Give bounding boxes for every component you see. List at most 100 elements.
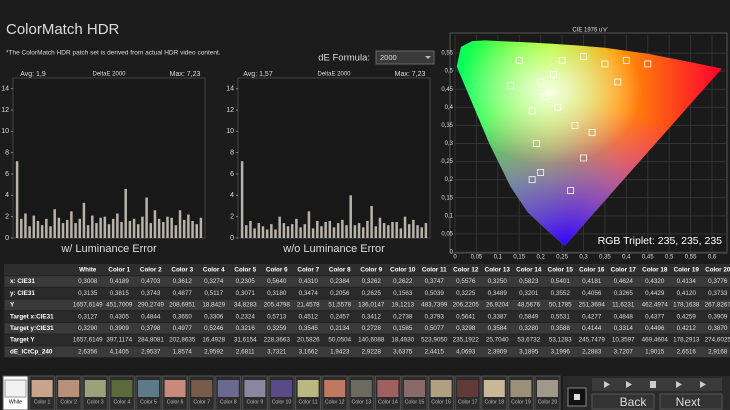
column-header: Color 15 [548, 267, 574, 274]
table-cell: 290,2749 [138, 302, 165, 309]
patch-swatch [191, 380, 213, 397]
table-cell: 0,5823 [519, 278, 539, 285]
bar [278, 216, 281, 238]
table-cell: 0,2728 [362, 325, 382, 332]
bar [15, 161, 19, 238]
table-cell: 3,1662 [299, 348, 319, 355]
patch-swatch [350, 380, 372, 397]
bar [24, 213, 27, 238]
table-cell: 53,6732 [517, 337, 540, 344]
table-cell: 0,3259 [267, 325, 287, 332]
next-label[interactable]: Next [676, 395, 701, 409]
bar [103, 216, 107, 238]
stop-icon [574, 394, 580, 400]
table-cell: 4,1405 [110, 348, 130, 355]
patch-marker [601, 60, 609, 68]
column-header: Color 7 [297, 267, 319, 274]
table-cell: 26,9204 [486, 302, 509, 309]
bar [162, 222, 165, 238]
table-cell: 0,5077 [425, 325, 445, 332]
table-cell: 0,4134 [677, 278, 697, 285]
y-tick-label: 14 [226, 86, 234, 93]
table-cell: 0,4703 [141, 278, 161, 285]
patch-marker [580, 53, 587, 61]
bar [124, 188, 127, 238]
table-cell: 0,5641 [456, 313, 476, 320]
table-cell: 0,3387 [488, 313, 508, 320]
column-header: Color 17 [611, 267, 637, 274]
table-cell: 31,6154 [234, 337, 257, 344]
y-tick-label: 0,55 [441, 51, 453, 57]
table-cell: 0,3135 [78, 290, 98, 297]
patch-label: Color 3 [87, 399, 104, 405]
table-cell: 2,9228 [362, 348, 382, 355]
patch-swatch [111, 380, 133, 397]
patch-swatch [324, 380, 346, 397]
table-cell: 18,8429 [202, 302, 225, 309]
table-cell: 0,5401 [551, 278, 571, 285]
table-cell: 2,9168 [708, 348, 728, 355]
bar [391, 222, 394, 238]
back-label[interactable]: Back [620, 395, 648, 409]
patch-swatch [164, 380, 186, 397]
y-tick-label: 0,15 [441, 195, 453, 201]
y-tick-label: 0,4 [445, 105, 454, 111]
x-tick-label: 0,6 [708, 255, 717, 261]
bar [174, 225, 178, 238]
table-cell: 0,3552 [551, 290, 571, 297]
y-tick-label: 8 [230, 150, 234, 157]
table-cell: 2,6356 [78, 348, 98, 355]
table-cell: 202,8635 [169, 337, 196, 344]
y-tick-label: 4 [5, 192, 9, 199]
bar [240, 161, 244, 238]
back-button[interactable] [591, 393, 655, 410]
formula-select[interactable] [375, 50, 435, 65]
bar [412, 219, 415, 238]
bar [145, 197, 148, 238]
table-cell: 0,4877 [173, 290, 193, 297]
table-cell: 0,3545 [299, 325, 319, 332]
table-cell: 10,3597 [612, 337, 635, 344]
note: *The ColorMatch HDR patch set is derived… [6, 50, 221, 57]
bar [120, 222, 123, 238]
max-label: Max: 7,23 [170, 71, 201, 78]
formula-value[interactable]: 2000 [380, 53, 397, 62]
table-cell: 2,6811 [236, 348, 255, 355]
patch-marker [580, 154, 587, 162]
patch-label: Color 10 [272, 399, 292, 405]
patch-marker [507, 82, 515, 90]
table-cell: 2,2883 [582, 348, 602, 355]
bar [403, 216, 407, 238]
table-cell: 0,3180 [267, 290, 287, 297]
table-cell: 208,6951 [169, 302, 196, 309]
bar [328, 220, 332, 238]
table-cell: 0,3776 [708, 278, 728, 285]
table-cell: 1657,6149 [73, 337, 103, 344]
column-header: Color 1 [108, 267, 130, 274]
bar [257, 223, 261, 238]
bar [382, 223, 386, 238]
chart-title: w/o Luminance Error [282, 243, 385, 255]
bar [182, 219, 186, 238]
table-cell: 0,3412 [362, 313, 382, 320]
table-cell: 0,3071 [236, 290, 256, 297]
table-cell: 274,6025 [705, 337, 730, 344]
table-cell: 0,2134 [330, 325, 350, 332]
x-tick-label: 0,4 [622, 255, 631, 261]
patch-marker [622, 56, 630, 64]
next-button[interactable] [659, 393, 723, 410]
y-tick-label: 0,05 [441, 231, 453, 237]
y-tick-label: 2 [230, 214, 234, 221]
table-cell: 19,1213 [391, 302, 414, 309]
table-cell: 0,5117 [204, 290, 223, 297]
table-cell: 0,4277 [582, 313, 602, 320]
patch-marker [528, 107, 536, 115]
transport-bar[interactable] [592, 378, 722, 391]
table-cell: 0,3225 [456, 290, 476, 297]
table-cell: 0,3306 [204, 313, 224, 320]
table-cell: 0,1585 [393, 325, 413, 332]
column-header: Color 9 [360, 267, 382, 274]
table-cell: 235,1922 [453, 337, 480, 344]
bar [361, 227, 365, 238]
rgb-triplet: RGB Triplet: 235, 235, 235 [598, 235, 722, 247]
